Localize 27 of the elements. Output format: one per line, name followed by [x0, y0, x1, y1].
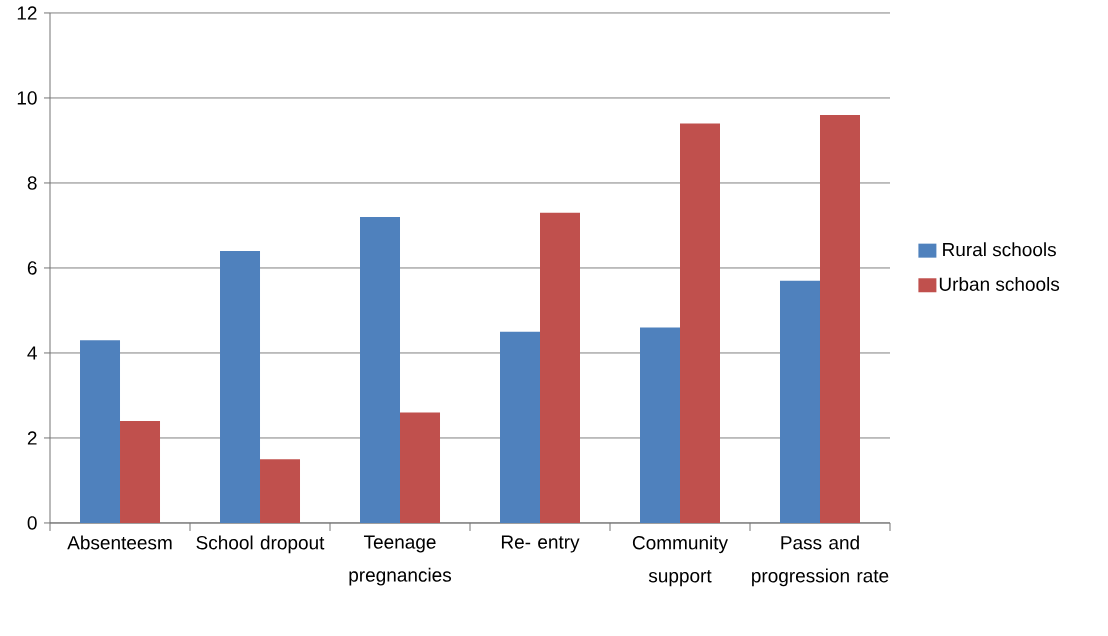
- bar: [780, 280, 820, 523]
- y-tick-label: 8: [27, 176, 37, 190]
- bar: [260, 459, 301, 523]
- x-tick-label: School dropout: [196, 535, 325, 554]
- bar: [220, 250, 261, 523]
- y-tick-label: 6: [27, 261, 37, 275]
- bar: [500, 331, 541, 523]
- bar: [120, 420, 161, 523]
- bar: [80, 340, 121, 523]
- bar: [640, 327, 680, 523]
- y-tick-label: 0: [27, 516, 37, 530]
- x-tick-label: Pass and progression rate: [752, 535, 889, 587]
- x-tick-label: Absenteesm: [67, 535, 172, 550]
- bar: [540, 212, 580, 523]
- y-tick-label: 4: [27, 346, 37, 360]
- x-tick-label: Re- entry: [501, 535, 580, 553]
- y-tick-label: 10: [17, 91, 37, 105]
- bar: [400, 412, 441, 523]
- x-tick-label: Teenage pregnancies: [349, 535, 452, 586]
- legend-label: Urban schools: [939, 276, 1060, 291]
- y-tick-label: 12: [17, 6, 37, 20]
- y-tick-label: 2: [27, 431, 37, 445]
- bar: [360, 216, 401, 523]
- x-tick-label: Community support: [632, 535, 728, 587]
- bar: [680, 123, 720, 523]
- legend-label: Rural schools: [943, 242, 1056, 257]
- bar: [820, 114, 860, 523]
